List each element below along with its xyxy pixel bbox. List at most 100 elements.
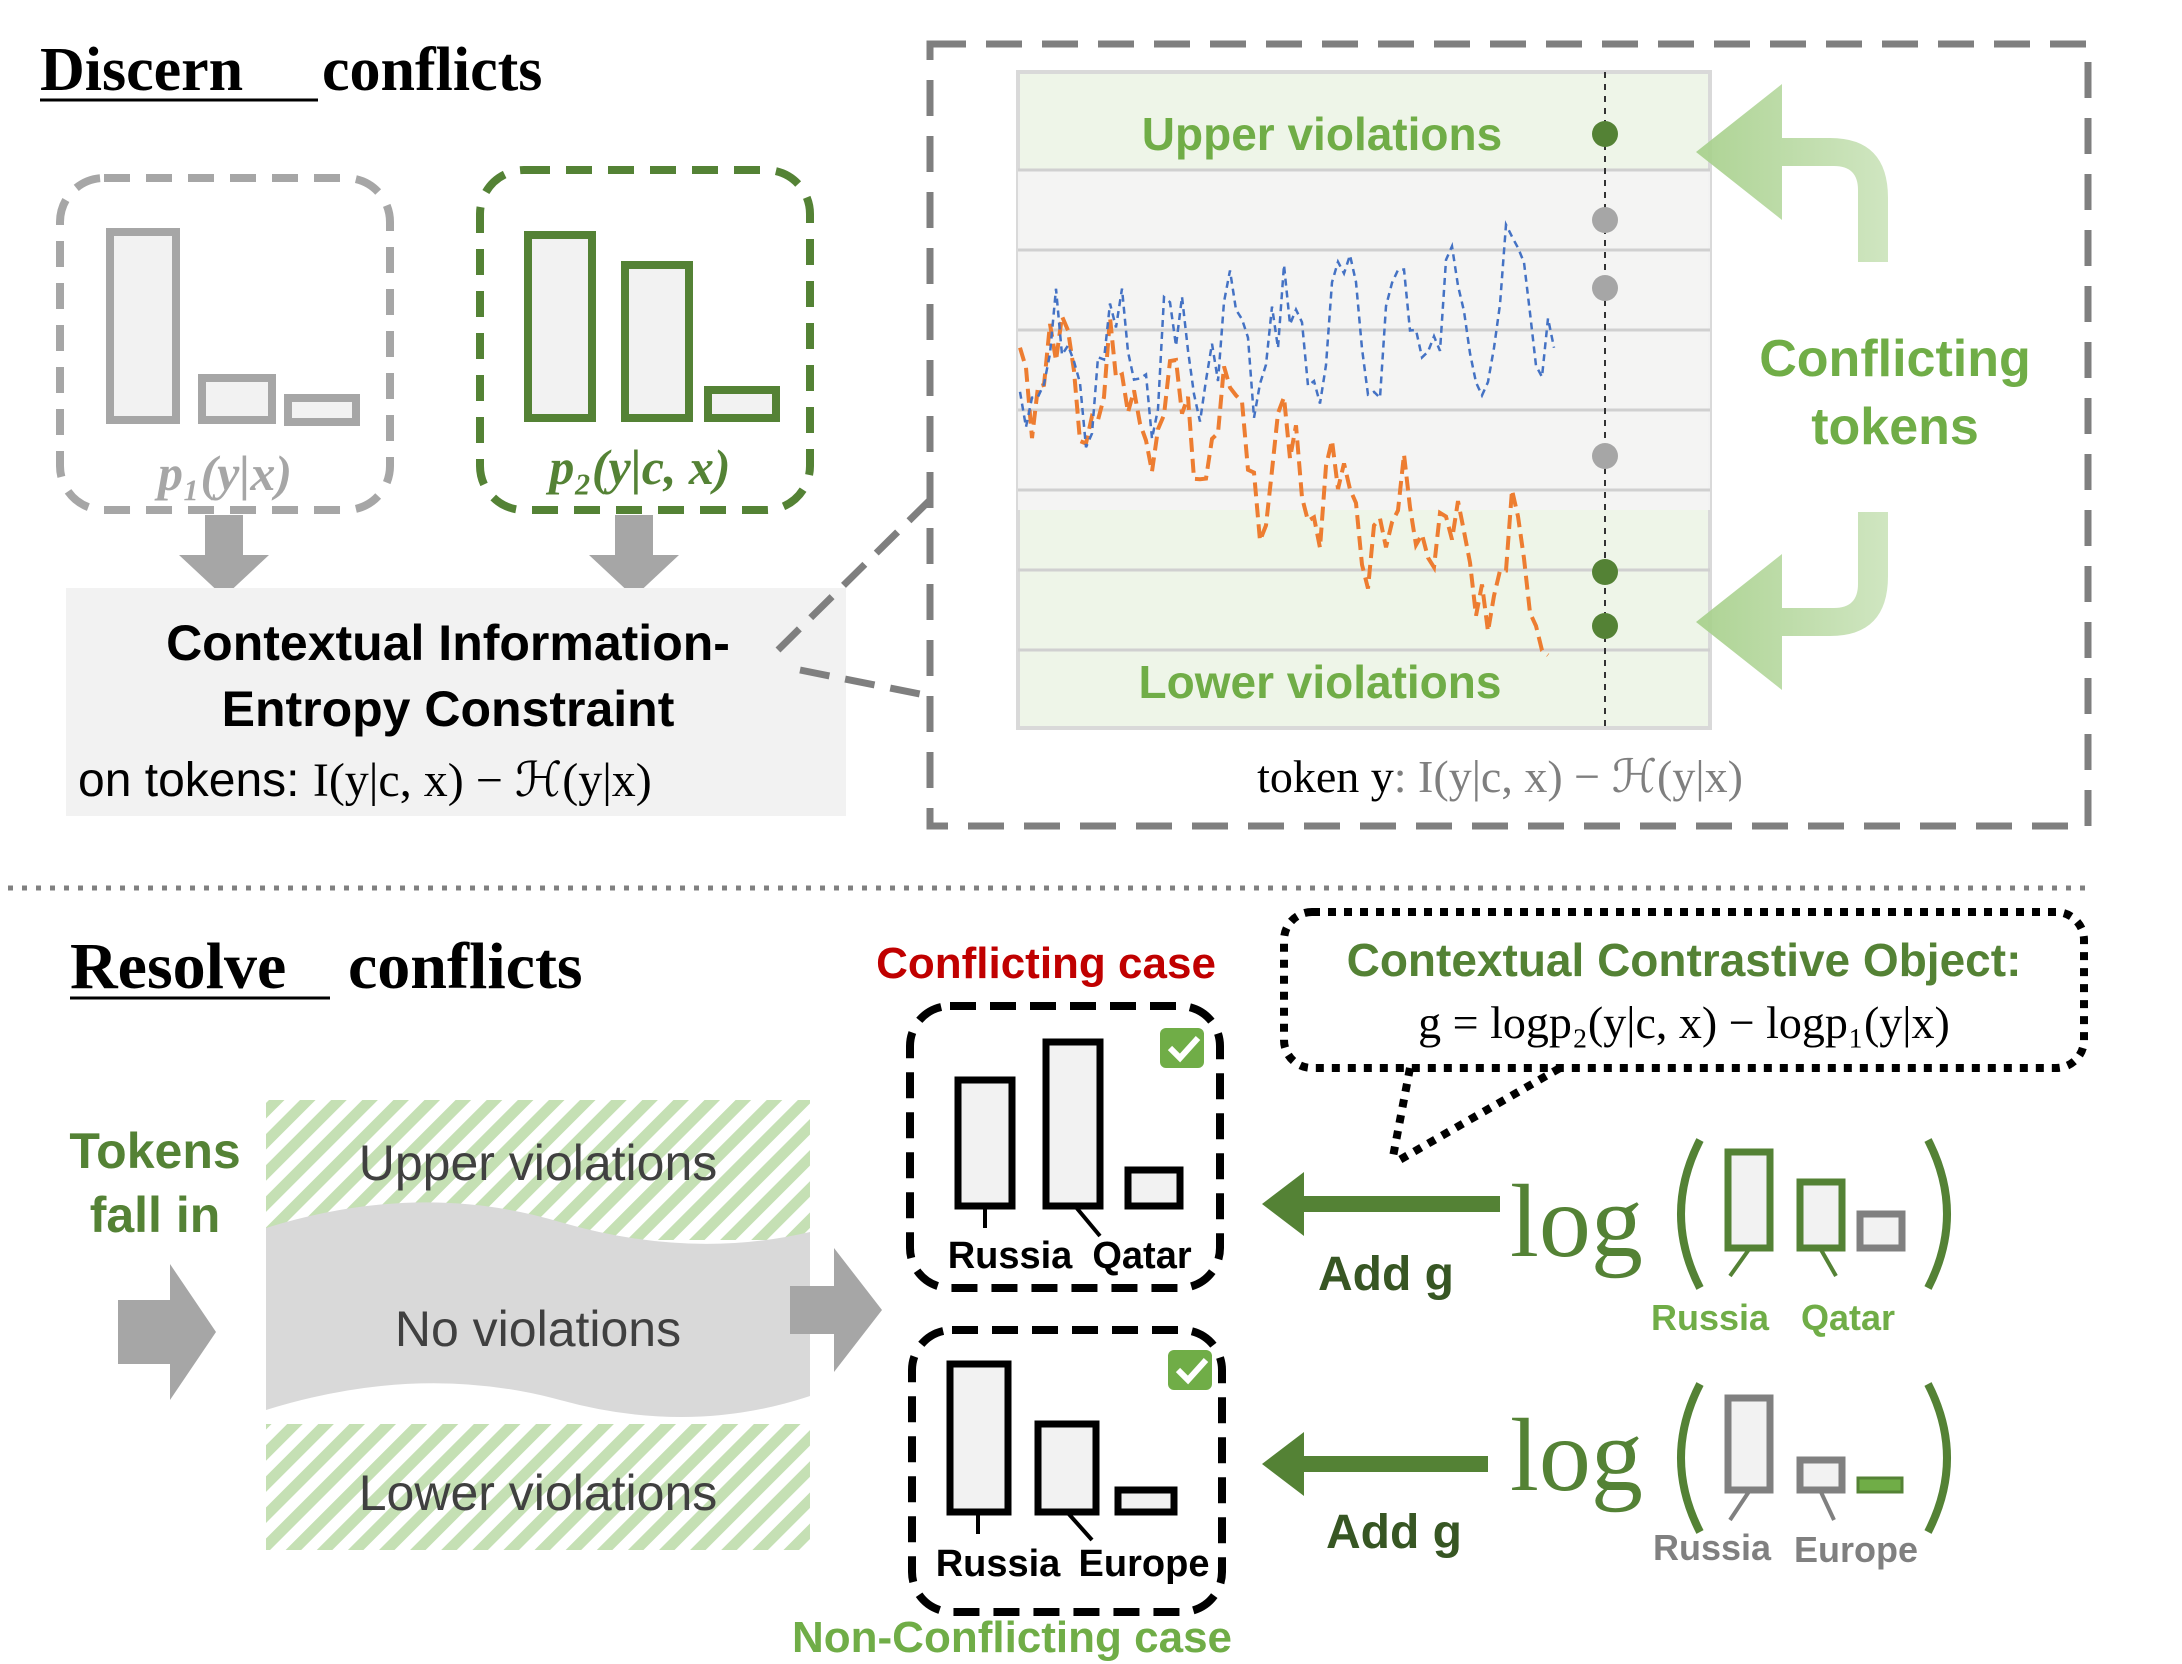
conflicting-tokens-line2: tokens: [1811, 398, 1979, 456]
conflicting-tokens-line1: Conflicting: [1759, 330, 2031, 388]
tokens-fall-in-line1: Tokens: [69, 1123, 240, 1179]
plot-axis-label: token y: I(y|c, x) − ℋ(y|x): [1257, 751, 1743, 802]
p1-bar: [198, 374, 276, 424]
right-paren: [1924, 1138, 1951, 1290]
case1-label-1: Qatar: [1092, 1235, 1191, 1277]
case-bar: [954, 1076, 1016, 1210]
curved-arrow-top-icon: [1696, 84, 1888, 262]
tokens-fall-in-line2: fall in: [90, 1187, 221, 1243]
blue-series-line: [1018, 220, 1556, 448]
label-tick: [1728, 1488, 1752, 1522]
down-arrow-icon: [179, 515, 269, 597]
p2-distribution-box: p₂(y|c, x): [476, 166, 814, 514]
down-arrow-icon: [589, 515, 679, 597]
contrastive-object-callout: Contextual Contrastive Object: g = logp₂…: [1280, 908, 2088, 1166]
discern-title-word2: conflicts: [322, 36, 542, 104]
zoom-connector: [799, 666, 931, 700]
token-dot: [1592, 121, 1618, 147]
callout-pointer: [1394, 1064, 1562, 1166]
case1-label-0: Russia: [948, 1235, 1073, 1277]
constraint-line3: on tokens: I(y|c, x) − ℋ(y|x): [78, 754, 652, 807]
object-title: Contextual Contrastive Object:: [1347, 934, 2022, 986]
p1-bar: [106, 228, 180, 424]
token-dots: [1592, 121, 1618, 639]
label-tick: [1065, 1510, 1094, 1542]
conflicting-case-label: Conflicting case: [876, 939, 1216, 988]
case2-label-0: Russia: [936, 1543, 1061, 1585]
log-bar: [1724, 1148, 1774, 1252]
upper-violations-label: Upper violations: [1142, 108, 1502, 160]
log-word: log: [1510, 1164, 1643, 1279]
token-dot: [1592, 275, 1618, 301]
log-bar: [1796, 1456, 1846, 1494]
violation-bands: Upper violations No violations Lower vio…: [266, 1100, 810, 1550]
token-dot: [1592, 559, 1618, 585]
no-violation-band: [266, 1202, 810, 1418]
zoom-panel: Upper violations Lower violations token …: [926, 40, 2092, 830]
right-arrow-icon: [790, 1248, 882, 1372]
constraint-panel: Contextual Information- Entropy Constrai…: [66, 588, 846, 816]
check-mark-glyph: [1167, 1035, 1201, 1063]
check-mark-glyph: [1175, 1357, 1209, 1385]
callout-pointer: [1388, 1067, 1414, 1163]
non-conflicting-case-label: Non-Conflicting case: [792, 1613, 1232, 1662]
curved-arrow-bottom-icon: [1696, 512, 1888, 690]
log-word: log: [1510, 1398, 1643, 1513]
p2-bar: [621, 261, 693, 422]
token-dot: [1592, 443, 1618, 469]
constraint-line2: Entropy Constraint: [222, 681, 675, 737]
p2-bar: [704, 386, 780, 422]
right-paren: [1924, 1382, 1951, 1534]
non-conflicting-case-box: Russia Europe: [908, 1326, 1226, 1616]
token-dot: [1592, 613, 1618, 639]
log-bar: [1856, 1210, 1906, 1252]
constraint-line1: Contextual Information-: [166, 615, 730, 671]
add-g-label-2: Add g: [1326, 1506, 1462, 1559]
p2-label: p₂(y|c, x): [545, 439, 730, 495]
lower-violations-label: Lower violations: [1139, 656, 1502, 708]
constraint-prefix: on tokens:: [78, 754, 313, 807]
log2-label-1: Europe: [1794, 1529, 1918, 1570]
discern-title-word1: Discern: [40, 36, 243, 104]
discern-section: Discern conflicts p₁(y|x) p₂(y|c, x) Con…: [40, 36, 2092, 830]
log1-label-1: Qatar: [1801, 1297, 1895, 1338]
axis-label-formula: : I(y|c, x) − ℋ(y|x): [1394, 751, 1743, 802]
case2-label-1: Europe: [1079, 1543, 1210, 1585]
right-arrow-icon: [118, 1264, 216, 1400]
orange-series-line: [1018, 308, 1550, 657]
p2-bar: [524, 231, 596, 422]
case-bar: [1034, 1420, 1100, 1516]
constraint-formula: I(y|c, x) − ℋ(y|x): [313, 754, 652, 807]
band-upper-label: Upper violations: [359, 1135, 718, 1191]
log-bar: [1724, 1394, 1774, 1494]
resolve-section: Resolve conflicts Tokens fall in Upper v…: [69, 908, 2088, 1662]
zoom-connector: [775, 497, 933, 653]
left-paren: [1677, 1138, 1704, 1290]
label-tick: [1073, 1204, 1102, 1238]
log1-label-0: Russia: [1651, 1297, 1770, 1338]
token-dot: [1592, 207, 1618, 233]
log-bar: [1796, 1178, 1846, 1252]
log-bar: [1856, 1476, 1904, 1494]
log-expression-p1: log Russia Europe: [1510, 1382, 1951, 1570]
axis-label-prefix: token y: [1257, 751, 1394, 802]
check-mark-icon: [1160, 1028, 1204, 1068]
case-bar: [1042, 1038, 1104, 1210]
case-bar: [1114, 1486, 1178, 1516]
token-plot: Upper violations Lower violations: [1016, 70, 1712, 730]
left-arrow-icon: [1262, 1172, 1500, 1236]
conflicting-case-box: Russia Qatar: [906, 1002, 1224, 1292]
p1-dashed-border: [56, 174, 394, 514]
label-tick: [1818, 1489, 1836, 1521]
case-bar: [946, 1360, 1012, 1516]
callout-border: [1280, 908, 2088, 1072]
zoom-panel-border: [926, 40, 2092, 830]
p1-bar: [284, 394, 360, 426]
p1-label: p₁(y|x): [154, 445, 292, 501]
label-tick: [1728, 1246, 1752, 1278]
p2-dashed-border: [476, 166, 814, 514]
constraint-panel-bg: [66, 588, 846, 816]
label-tick: [1818, 1247, 1838, 1277]
left-arrow-icon: [1262, 1432, 1488, 1496]
